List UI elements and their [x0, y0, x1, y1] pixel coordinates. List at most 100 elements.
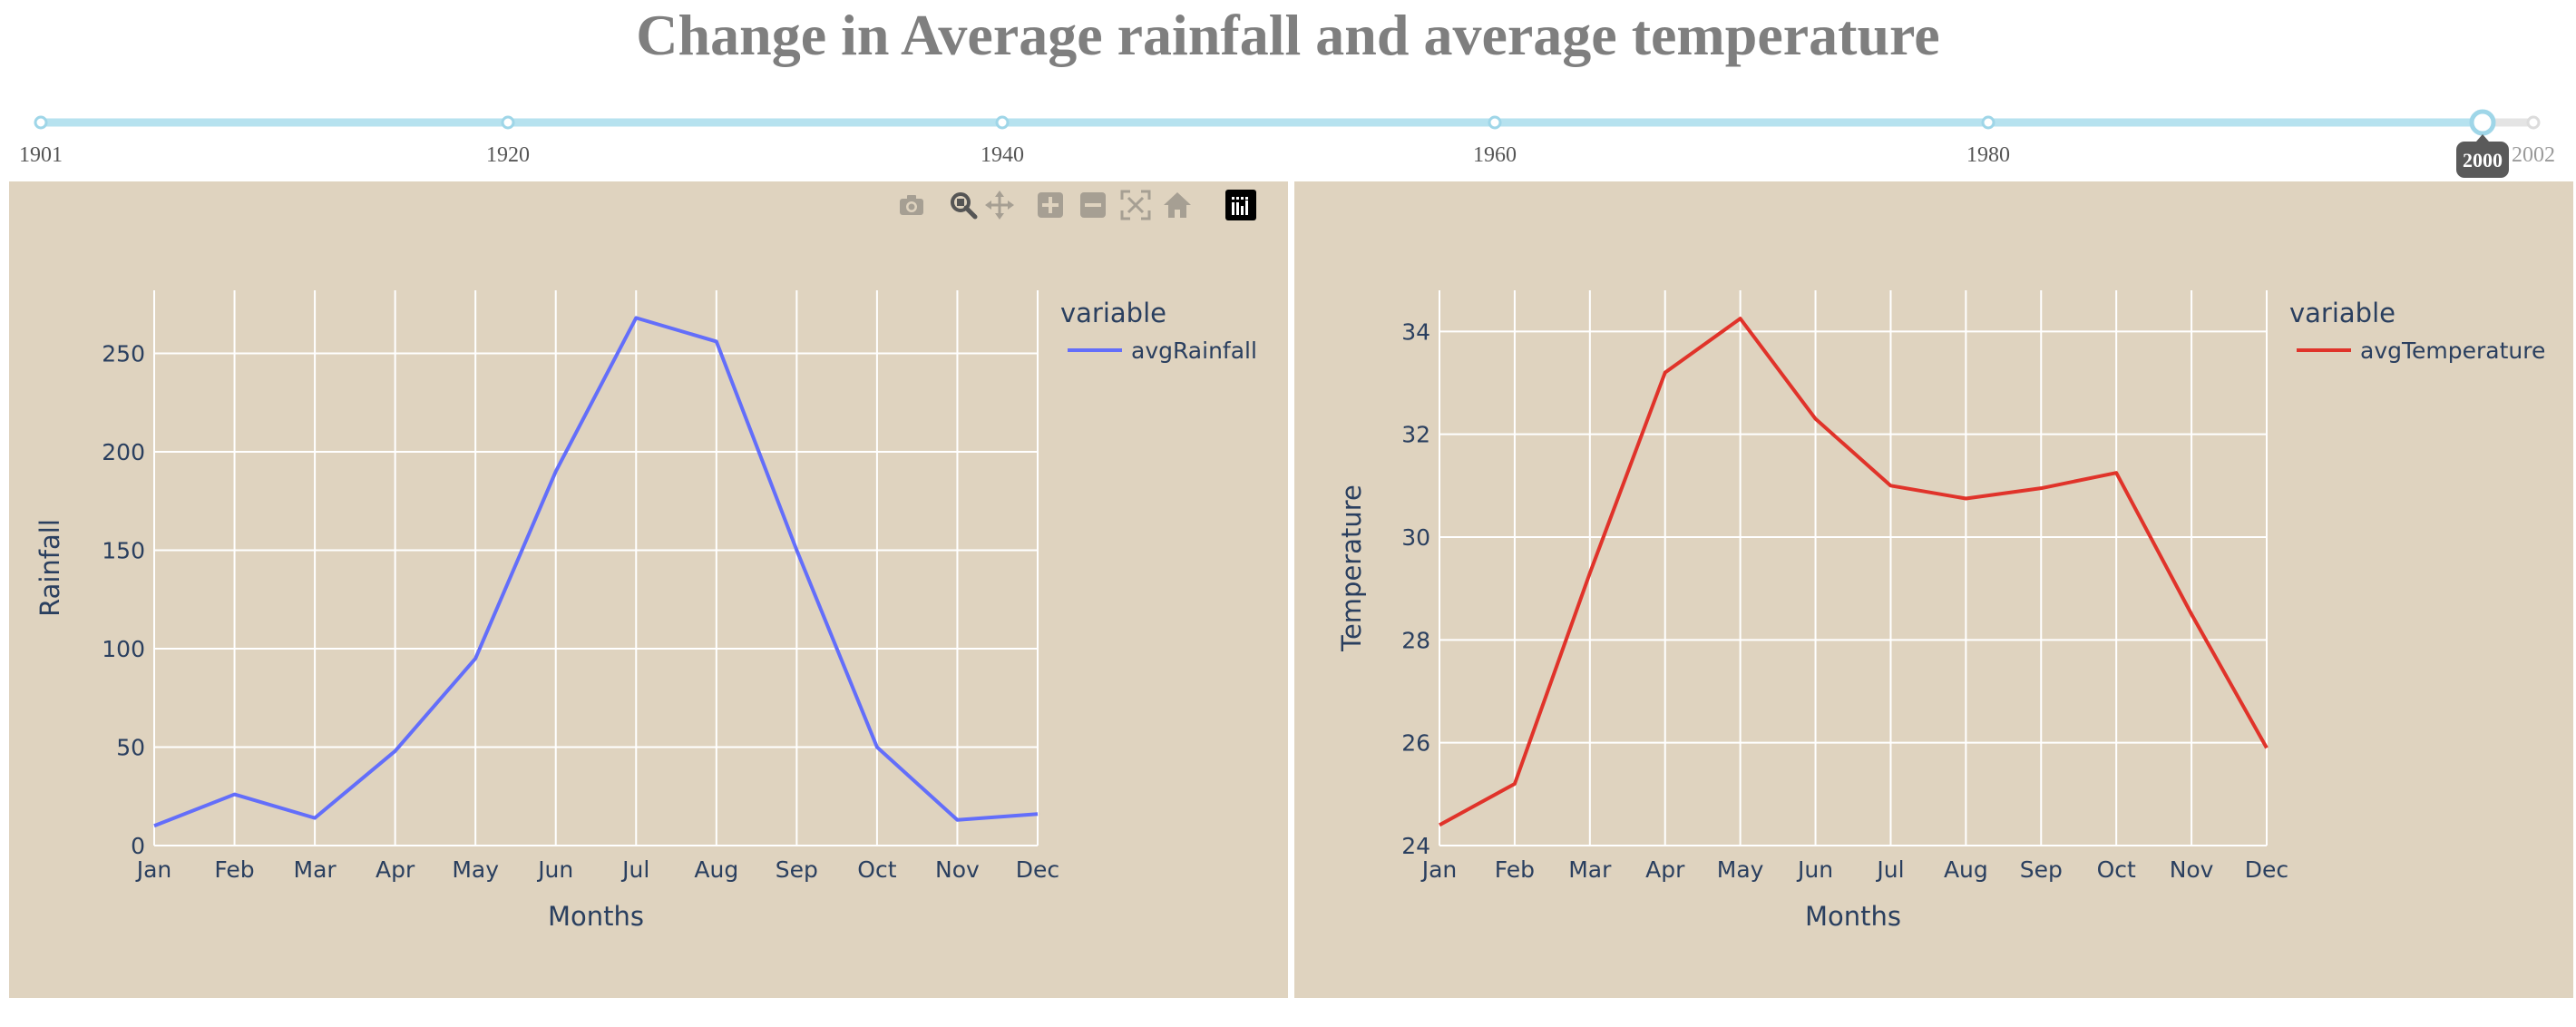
slider-tick-label: 1901: [19, 143, 63, 167]
y-tick-label: 24: [1401, 833, 1430, 859]
legend-item-label[interactable]: avgRainfall: [1131, 337, 1257, 364]
data-point[interactable]: [232, 792, 238, 797]
data-point[interactable]: [2264, 745, 2269, 750]
x-tick-label: Jul: [1875, 856, 1904, 883]
data-point[interactable]: [794, 547, 799, 553]
slider-value-badge: [2456, 142, 2509, 178]
data-point[interactable]: [151, 823, 157, 828]
slider-step-1940[interactable]: [995, 115, 1010, 130]
data-point[interactable]: [633, 315, 639, 320]
data-point[interactable]: [714, 338, 719, 344]
data-point[interactable]: [954, 817, 960, 823]
x-axis-title: Months: [548, 901, 644, 932]
x-tick-label: May: [452, 856, 499, 883]
slider-current-value: 2000: [2463, 149, 2503, 171]
data-point[interactable]: [2113, 470, 2119, 475]
y-tick-label: 50: [116, 734, 145, 760]
y-tick-label: 26: [1401, 730, 1430, 757]
data-point[interactable]: [312, 816, 317, 821]
y-tick-label: 32: [1401, 422, 1430, 448]
x-tick-label: Oct: [857, 856, 896, 883]
slider-step-1901[interactable]: [34, 115, 48, 130]
data-point[interactable]: [1738, 316, 1743, 321]
chart-toolbar: [893, 187, 1279, 223]
slider-tick-label: 1940: [981, 143, 1024, 167]
data-point[interactable]: [1963, 496, 1968, 502]
x-tick-label: Oct: [2097, 856, 2136, 883]
slider-handle[interactable]: [2469, 109, 2496, 136]
y-tick-label: 30: [1401, 524, 1430, 551]
zoom-in-icon[interactable]: [1032, 187, 1068, 223]
slider-step-1980[interactable]: [1981, 115, 1995, 130]
x-tick-label: Sep: [2020, 856, 2063, 883]
y-tick-label: 28: [1401, 627, 1430, 653]
x-tick-label: Dec: [2245, 856, 2288, 883]
legend-title: variable: [1060, 298, 1166, 328]
reset-axes-icon[interactable]: [1159, 187, 1195, 223]
data-point[interactable]: [1813, 416, 1819, 422]
x-tick-label: Mar: [1568, 856, 1612, 883]
x-tick-label: Feb: [1495, 856, 1535, 883]
pan-icon[interactable]: [981, 187, 1018, 223]
y-tick-label: 0: [131, 833, 145, 859]
x-tick-label: Jul: [620, 856, 649, 883]
x-axis-title: Months: [1805, 901, 1901, 932]
zoom-out-icon[interactable]: [1075, 187, 1111, 223]
y-tick-label: 150: [102, 537, 145, 563]
legend-item-label[interactable]: avgTemperature: [2360, 337, 2545, 364]
data-point[interactable]: [553, 469, 559, 474]
data-point[interactable]: [1437, 822, 1442, 827]
y-tick-label: 100: [102, 636, 145, 662]
x-tick-label: Mar: [294, 856, 337, 883]
rainfall-chart-panel: 0 50 100 150 200 250 Jan Feb Mar Apr May Jun Jul Aug S…: [9, 181, 1288, 998]
year-slider[interactable]: 1901 1920 1940 1960 1980 2002 2000: [0, 100, 2576, 191]
y-axis-title: Temperature: [1336, 484, 1367, 652]
x-tick-label: Feb: [214, 856, 254, 883]
temperature-line-chart: 24 26 28 30 32 34 Jan Feb Mar Apr May Jun Jul Aug Sep O…: [1336, 290, 2545, 932]
plotly-logo-icon[interactable]: [1223, 187, 1259, 223]
data-point[interactable]: [2038, 485, 2044, 491]
legend-title: variable: [2289, 298, 2395, 328]
y-tick-label: 34: [1401, 318, 1430, 345]
temperature-chart-panel: 24 26 28 30 32 34 Jan Feb Mar Apr May Jun Jul Aug Sep O…: [1294, 181, 2573, 998]
zoom-icon[interactable]: [945, 187, 981, 223]
x-tick-label: May: [1717, 856, 1764, 883]
x-tick-label: Jun: [536, 856, 573, 883]
data-point[interactable]: [2189, 611, 2194, 617]
x-tick-label: Jun: [1796, 856, 1833, 883]
x-tick-label: Aug: [694, 856, 738, 883]
slider-tick-label: 2002: [2512, 143, 2555, 167]
x-tick-label: Jan: [135, 856, 172, 883]
data-point[interactable]: [1663, 370, 1668, 376]
slider-step-1960[interactable]: [1488, 115, 1502, 130]
x-tick-label: Nov: [2170, 856, 2214, 883]
series-line-avgRainfall[interactable]: [153, 316, 1039, 828]
data-point[interactable]: [1587, 571, 1593, 576]
camera-icon[interactable]: [893, 187, 930, 223]
x-tick-label: Aug: [1944, 856, 1988, 883]
slider-step-1920[interactable]: [501, 115, 515, 130]
slider-tick-label: 1980: [1966, 143, 2010, 167]
y-tick-label: 200: [102, 439, 145, 465]
slider-badge-pointer: [2476, 134, 2489, 142]
data-point[interactable]: [874, 744, 880, 749]
slider-step-2002[interactable]: [2526, 115, 2541, 130]
x-tick-label: Apr: [376, 856, 415, 883]
x-tick-label: Apr: [1645, 856, 1685, 883]
autoscale-icon[interactable]: [1117, 187, 1154, 223]
rainfall-line-chart: 0 50 100 150 200 250 Jan Feb Mar Apr May Jun Jul Aug S…: [34, 290, 1257, 932]
y-tick-label: 250: [102, 340, 145, 367]
data-point[interactable]: [473, 656, 478, 661]
data-point[interactable]: [393, 748, 398, 754]
slider-tick-label: 1960: [1473, 143, 1517, 167]
page-title: Change in Average rainfall and average t…: [636, 3, 1940, 67]
x-tick-label: Jan: [1420, 856, 1458, 883]
slider-tick-label: 1920: [486, 143, 530, 167]
x-tick-label: Nov: [935, 856, 980, 883]
y-axis-title: Rainfall: [34, 519, 65, 617]
data-point[interactable]: [1035, 811, 1040, 817]
data-point[interactable]: [1888, 483, 1893, 488]
x-tick-label: Dec: [1016, 856, 1059, 883]
data-point[interactable]: [1512, 781, 1517, 787]
series-line-avgTemperature[interactable]: [1439, 317, 2269, 827]
